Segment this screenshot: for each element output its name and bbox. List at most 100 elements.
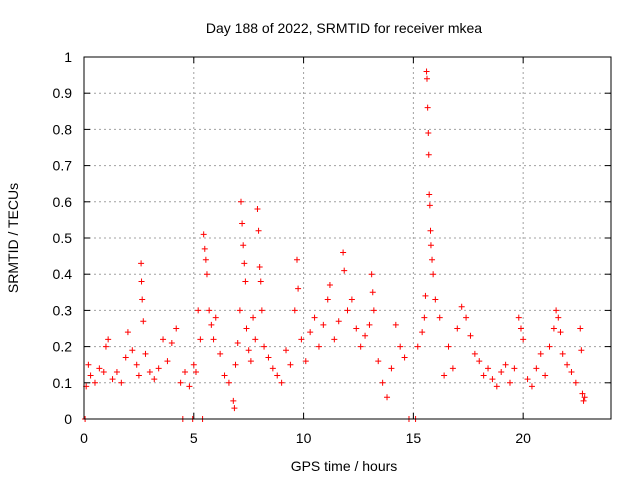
data-point bbox=[324, 296, 331, 303]
data-point bbox=[168, 339, 175, 346]
y-tick-label: 0.2 bbox=[53, 339, 73, 355]
data-point bbox=[298, 336, 305, 343]
y-tick-label: 1 bbox=[64, 49, 72, 65]
data-point bbox=[341, 267, 348, 274]
data-point bbox=[368, 271, 375, 278]
data-point bbox=[553, 307, 560, 314]
y-tick-label: 0.4 bbox=[53, 266, 73, 282]
data-point bbox=[471, 350, 478, 357]
data-point bbox=[217, 350, 224, 357]
data-point bbox=[105, 336, 112, 343]
data-point bbox=[295, 285, 302, 292]
data-point bbox=[426, 202, 433, 209]
data-point bbox=[155, 365, 162, 372]
data-point bbox=[274, 372, 281, 379]
data-point bbox=[579, 390, 586, 397]
plot-frame bbox=[83, 56, 612, 420]
data-point bbox=[533, 365, 540, 372]
data-point bbox=[202, 256, 209, 263]
data-point bbox=[517, 325, 524, 332]
y-tick-label: 0.1 bbox=[53, 375, 73, 391]
data-point bbox=[542, 372, 549, 379]
data-point bbox=[559, 350, 566, 357]
data-point bbox=[370, 307, 377, 314]
data-point bbox=[388, 365, 395, 372]
x-tick-label: 20 bbox=[515, 430, 531, 446]
data-point bbox=[231, 405, 238, 412]
data-point bbox=[182, 368, 189, 375]
data-point bbox=[429, 256, 436, 263]
data-point bbox=[476, 358, 483, 365]
chart-title: Day 188 of 2022, SRMTID for receiver mke… bbox=[206, 20, 482, 36]
data-point bbox=[190, 361, 197, 368]
data-point bbox=[258, 307, 265, 314]
data-point bbox=[425, 151, 432, 158]
data-point bbox=[384, 394, 391, 401]
data-point bbox=[151, 376, 158, 383]
data-point bbox=[311, 314, 318, 321]
data-point bbox=[240, 242, 247, 249]
data-point bbox=[425, 130, 432, 137]
data-point bbox=[427, 242, 434, 249]
data-point bbox=[293, 256, 300, 263]
data-point bbox=[397, 343, 404, 350]
data-point bbox=[232, 361, 239, 368]
data-point bbox=[160, 336, 167, 343]
data-point bbox=[568, 368, 575, 375]
data-point bbox=[192, 368, 199, 375]
data-point bbox=[109, 376, 116, 383]
data-point bbox=[340, 249, 347, 256]
data-point bbox=[421, 314, 428, 321]
data-point bbox=[102, 343, 109, 350]
y-axis-label: SRMTID / TECUs bbox=[5, 183, 21, 293]
data-point bbox=[524, 376, 531, 383]
data-point bbox=[423, 68, 430, 75]
data-point bbox=[577, 325, 584, 332]
data-point bbox=[200, 231, 207, 238]
data-point bbox=[537, 350, 544, 357]
data-point bbox=[427, 227, 434, 234]
data-point bbox=[146, 368, 153, 375]
data-point bbox=[422, 292, 429, 299]
data-point bbox=[238, 198, 245, 205]
data-point bbox=[557, 329, 564, 336]
grid-lines bbox=[84, 57, 611, 419]
data-point bbox=[261, 343, 268, 350]
axis-ticks: 00.10.20.30.40.50.60.70.80.910 5 10 15 20 bbox=[53, 49, 611, 446]
data-point bbox=[353, 325, 360, 332]
data-point bbox=[113, 368, 120, 375]
data-point bbox=[520, 336, 527, 343]
data-point bbox=[100, 368, 107, 375]
data-point bbox=[139, 296, 146, 303]
data-point bbox=[265, 354, 272, 361]
data-point bbox=[426, 191, 433, 198]
data-point bbox=[177, 379, 184, 386]
data-point bbox=[278, 379, 285, 386]
data-point bbox=[331, 336, 338, 343]
data-point bbox=[564, 361, 571, 368]
data-point bbox=[480, 372, 487, 379]
data-point bbox=[580, 397, 587, 404]
data-point bbox=[250, 314, 257, 321]
data-point bbox=[424, 104, 431, 111]
data-point bbox=[581, 394, 588, 401]
data-point bbox=[201, 245, 208, 252]
data-point bbox=[344, 307, 351, 314]
data-point bbox=[430, 271, 437, 278]
data-point bbox=[245, 347, 252, 354]
data-point bbox=[463, 314, 470, 321]
data-point bbox=[133, 361, 140, 368]
data-point bbox=[302, 358, 309, 365]
data-point bbox=[489, 376, 496, 383]
data-point bbox=[357, 343, 364, 350]
y-tick-label: 0.7 bbox=[53, 158, 73, 174]
data-point bbox=[269, 365, 276, 372]
data-point bbox=[485, 365, 492, 372]
x-tick-label: 0 bbox=[80, 430, 88, 446]
data-point bbox=[255, 227, 262, 234]
data-point bbox=[257, 278, 264, 285]
data-point bbox=[315, 343, 322, 350]
data-point bbox=[375, 358, 382, 365]
data-point bbox=[498, 368, 505, 375]
